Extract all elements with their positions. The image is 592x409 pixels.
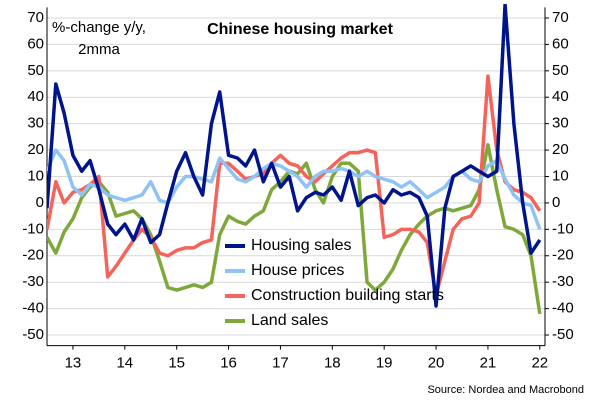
y2-tick-label: 60 xyxy=(552,35,569,52)
x-tick-label: 14 xyxy=(116,355,133,372)
y-tick-label: 30 xyxy=(27,115,44,132)
legend-label: Land sales xyxy=(251,312,328,329)
x-tick-label: 20 xyxy=(428,355,445,372)
x-tick-label: 22 xyxy=(531,355,548,372)
y2-tick-label: 40 xyxy=(552,88,569,105)
x-tick-label: 16 xyxy=(220,355,237,372)
y2-tick-label: 10 xyxy=(552,167,569,184)
y2-tick-label: -20 xyxy=(552,247,574,264)
y2-tick-label: 30 xyxy=(552,115,569,132)
legend: Housing sales House prices Construction bu… xyxy=(225,237,444,329)
y2-tick-label: 50 xyxy=(552,62,569,79)
x-tick-label: 13 xyxy=(65,355,82,372)
y-tick-label: 70 xyxy=(27,9,44,26)
y-axis-label: %-change y/y, 2mma xyxy=(52,19,146,58)
y-tick-label: 10 xyxy=(27,167,44,184)
y-tick-label: 20 xyxy=(27,141,44,158)
y2-tick-label: -30 xyxy=(552,273,574,290)
y-tick-label: -20 xyxy=(22,247,44,264)
y-tick-label: -50 xyxy=(22,326,44,343)
plot-lines xyxy=(47,4,542,315)
y2-tick-label: -50 xyxy=(552,326,574,343)
y2-tick-label: -10 xyxy=(552,220,574,237)
y2-tick-label: -40 xyxy=(552,300,574,317)
x-tick-label: 19 xyxy=(376,355,393,372)
y-tick-label: 50 xyxy=(27,62,44,79)
y-tick-label: 40 xyxy=(27,88,44,105)
legend-label: Construction building starts xyxy=(251,287,444,304)
y-tick-label: -30 xyxy=(22,273,44,290)
x-tick-label: 18 xyxy=(324,355,341,372)
x-tick-label: 15 xyxy=(168,355,185,372)
y2-tick-label: 70 xyxy=(552,9,569,26)
chart-title: Chinese housing market xyxy=(207,21,393,38)
source-note: Source: Nordea and Macrobond xyxy=(427,384,584,396)
y2-tick-label: 20 xyxy=(552,141,569,158)
x-tick-label: 17 xyxy=(272,355,289,372)
x-tick-label: 21 xyxy=(480,355,497,372)
y-tick-label: -10 xyxy=(22,220,44,237)
y-tick-label: 0 xyxy=(36,194,44,211)
y-tick-label: 60 xyxy=(27,35,44,52)
series-line xyxy=(47,4,542,308)
legend-label: Housing sales xyxy=(251,237,352,254)
y-tick-label: -40 xyxy=(22,300,44,317)
legend-label: House prices xyxy=(251,262,344,279)
series-line xyxy=(47,74,542,298)
y2-tick-label: 0 xyxy=(552,194,560,211)
